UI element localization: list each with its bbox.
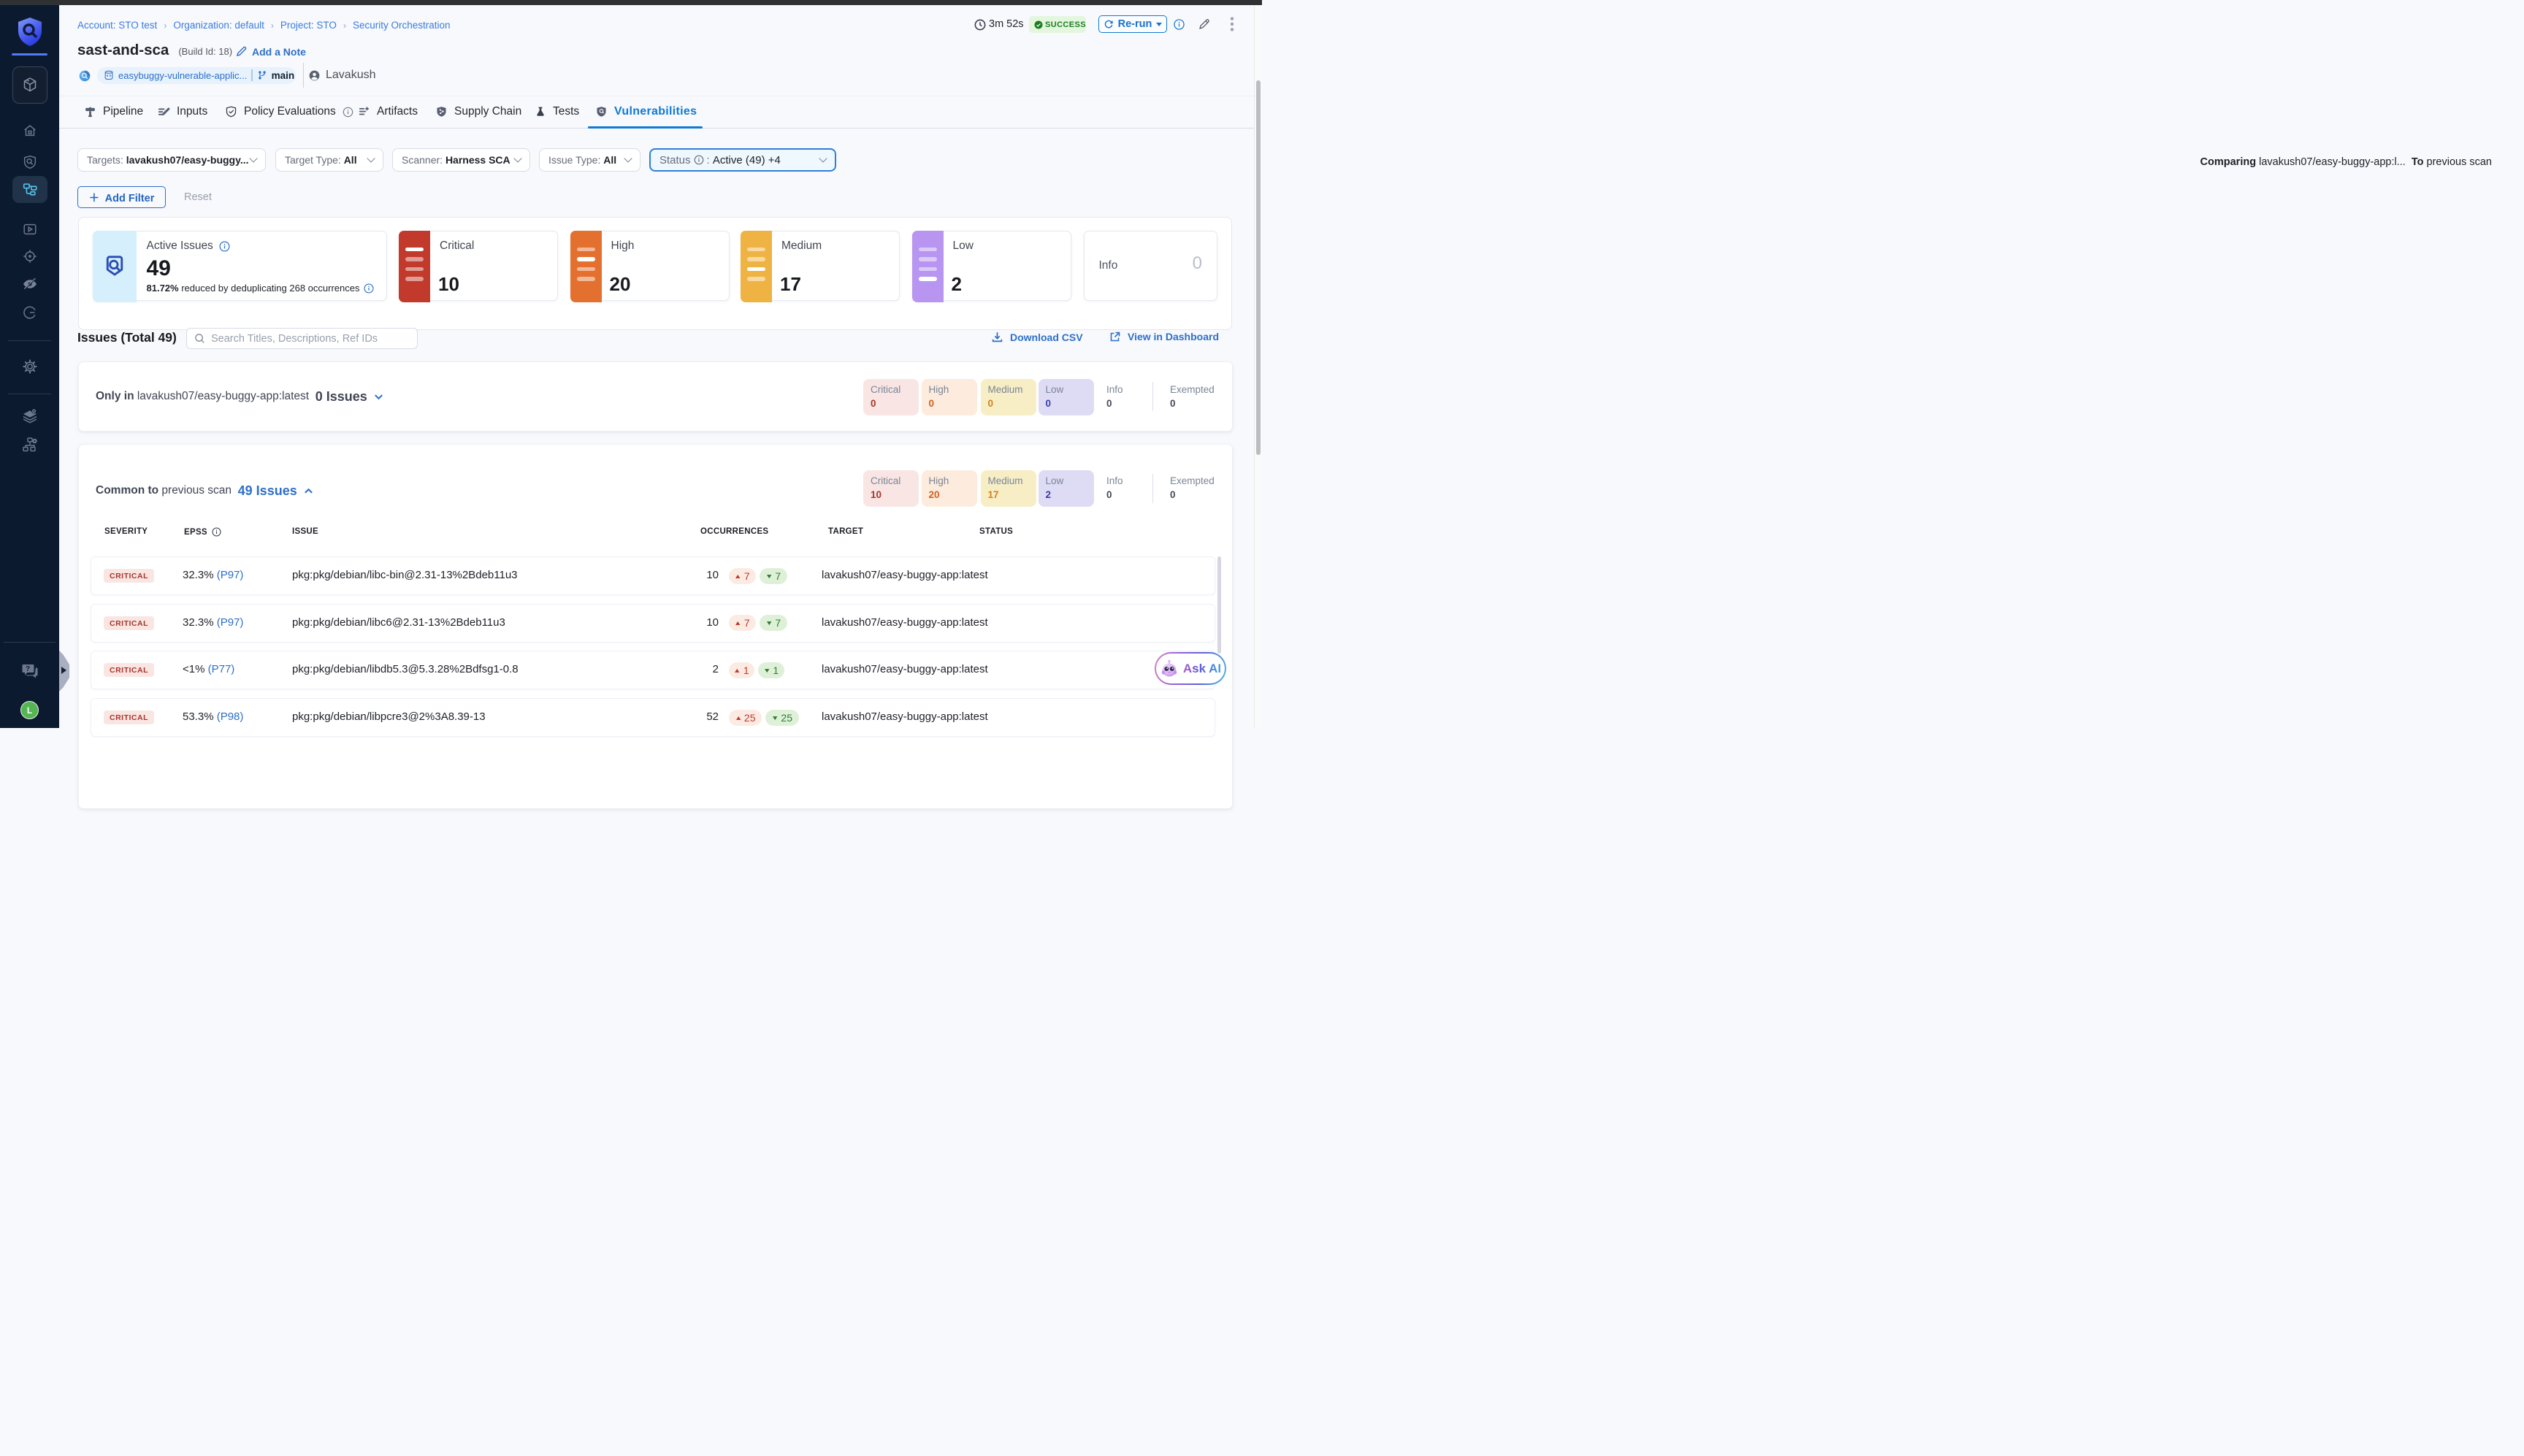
- svg-text:?: ?: [26, 665, 30, 673]
